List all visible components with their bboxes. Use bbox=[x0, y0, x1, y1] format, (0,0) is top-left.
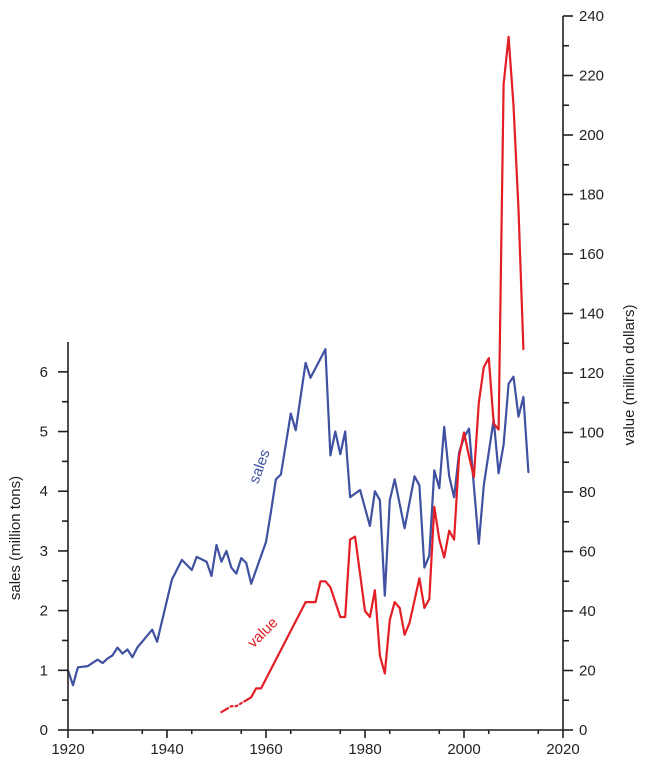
x-tick-label: 2000 bbox=[447, 741, 480, 758]
y-right-tick-label: 220 bbox=[579, 68, 604, 85]
y-right-tick-label: 200 bbox=[579, 127, 604, 144]
series-label-value: value bbox=[244, 614, 281, 651]
y-left-tick-label: 6 bbox=[40, 364, 48, 381]
series-line-value-dotted bbox=[225, 699, 248, 711]
y-left-tick-label: 2 bbox=[40, 603, 48, 620]
x-tick-label: 1940 bbox=[150, 741, 183, 758]
y-right-tick-label: 40 bbox=[579, 603, 596, 620]
series-line-value-lead bbox=[220, 708, 228, 714]
y-left-tick-label: 5 bbox=[40, 424, 48, 441]
y-right-tick-label: 100 bbox=[579, 425, 604, 442]
y-right-axis: 0 20 40 60 80 100 120 140 160 180 200 220 240 bbox=[562, 8, 604, 739]
plot-layer bbox=[66, 35, 530, 714]
x-tick-label: 1960 bbox=[249, 741, 282, 758]
y-left-tick-label: 0 bbox=[40, 722, 48, 739]
y-right-axis-title: value (million dollars) bbox=[621, 305, 638, 446]
x-tick-label: 1920 bbox=[51, 741, 84, 758]
x-tick-label: 2020 bbox=[546, 741, 579, 758]
y-right-tick-label: 160 bbox=[579, 246, 604, 263]
y-left-tick-label: 3 bbox=[40, 543, 48, 560]
series-line-sales bbox=[66, 348, 530, 687]
y-left-axis-title: sales (million tons) bbox=[7, 476, 24, 600]
y-left-axis: 0 1 2 3 4 5 6 bbox=[40, 342, 69, 739]
y-right-tick-label: 0 bbox=[579, 722, 587, 739]
y-right-tick-label: 80 bbox=[579, 484, 596, 501]
series-label-sales: sales bbox=[246, 447, 274, 486]
y-left-tick-label: 1 bbox=[40, 662, 48, 679]
y-right-tick-label: 240 bbox=[579, 8, 604, 25]
x-axis: 1920 1940 1960 1980 2000 2020 bbox=[51, 729, 580, 758]
y-left-tick-label: 4 bbox=[40, 483, 48, 500]
series-line-value bbox=[245, 35, 525, 702]
y-right-tick-label: 180 bbox=[579, 187, 604, 204]
x-tick-label: 1980 bbox=[348, 741, 381, 758]
y-right-tick-label: 140 bbox=[579, 306, 604, 323]
y-right-tick-label: 20 bbox=[579, 663, 596, 680]
y-right-tick-label: 120 bbox=[579, 365, 604, 382]
y-right-tick-label: 60 bbox=[579, 544, 596, 561]
